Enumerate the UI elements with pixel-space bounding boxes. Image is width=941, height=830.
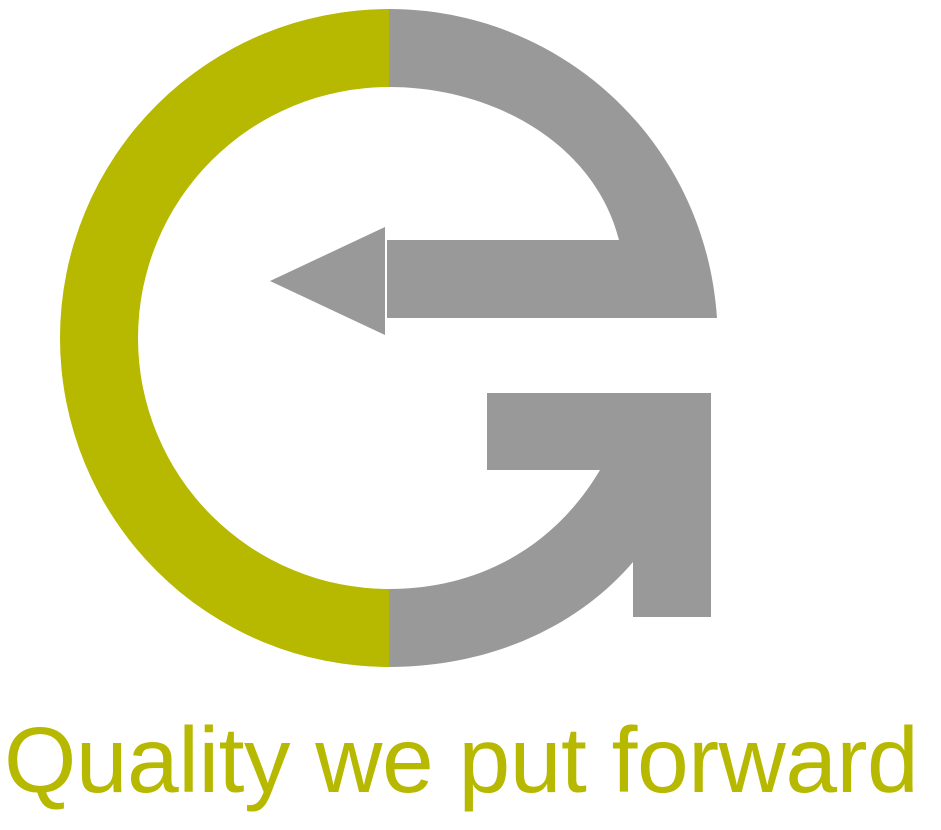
tagline: Quality we put forward [4,708,919,812]
logo-gray-lower-arc [389,393,711,667]
eg-circular-arrow-logo-icon [60,9,717,667]
logo [60,9,717,667]
logo-gray-left-arrow [270,227,385,335]
logo-gray-upper-arc [387,9,717,318]
logo-green-half-ring [60,9,389,667]
